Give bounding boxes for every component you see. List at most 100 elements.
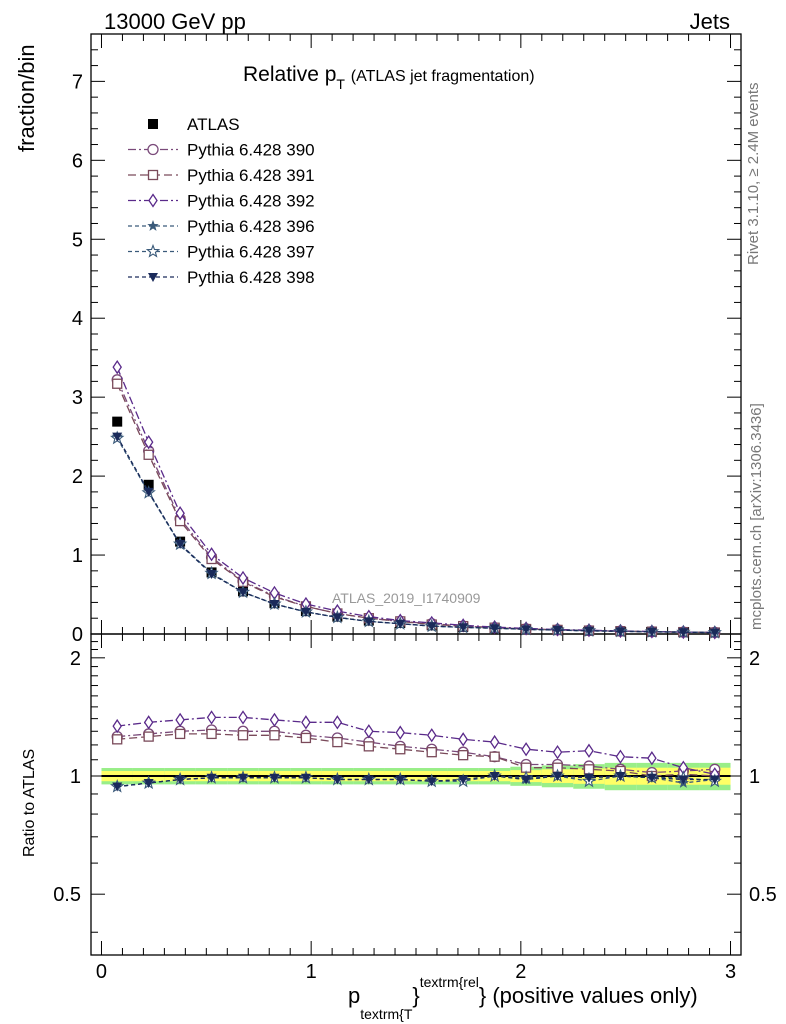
series-line bbox=[116, 436, 715, 634]
x-tick-label: 2 bbox=[515, 961, 526, 983]
data-point bbox=[364, 724, 374, 739]
y-tick-label: 7 bbox=[72, 71, 83, 93]
data-point bbox=[269, 712, 280, 728]
data-point bbox=[206, 570, 217, 579]
data-point bbox=[112, 378, 123, 389]
data-point bbox=[552, 772, 563, 782]
data-point bbox=[395, 725, 406, 740]
data-point bbox=[206, 547, 217, 562]
data-point bbox=[301, 715, 311, 730]
data-point bbox=[521, 775, 532, 785]
legend-marker bbox=[148, 193, 158, 208]
data-point bbox=[238, 570, 248, 586]
data-point bbox=[237, 730, 249, 741]
ratio-y-axis-label: Ratio to ATLAS bbox=[21, 748, 38, 857]
x-axis-label-brace: } bbox=[412, 983, 420, 1008]
y-tick-label-right: 0.5 bbox=[749, 884, 777, 906]
legend-item: Pythia 6.428 391 bbox=[128, 166, 315, 185]
legend-marker bbox=[148, 273, 158, 282]
y-tick-label: 0 bbox=[72, 624, 83, 646]
legend-label: Pythia 6.428 397 bbox=[187, 243, 315, 262]
data-point bbox=[395, 744, 406, 755]
data-point bbox=[143, 479, 154, 490]
series-line bbox=[117, 775, 715, 788]
y-tick-label: 1 bbox=[72, 545, 83, 567]
data-point bbox=[458, 623, 469, 633]
legend-item: Pythia 6.428 390 bbox=[128, 141, 315, 160]
mcplots-label: mcplots.cern.ch [arXiv:1306.3436] bbox=[748, 403, 765, 630]
series-line bbox=[117, 716, 715, 775]
data-point bbox=[332, 775, 343, 785]
data-point bbox=[143, 715, 154, 730]
y-tick-label-right: 2 bbox=[749, 648, 760, 670]
data-point bbox=[395, 619, 406, 629]
data-point bbox=[206, 773, 217, 783]
legend-marker bbox=[148, 119, 158, 129]
main-y-axis-label: fraction/bin bbox=[14, 44, 39, 152]
data-point bbox=[647, 751, 657, 766]
series-pythia-6-428-397 bbox=[110, 430, 722, 639]
y-tick-label: 0.5 bbox=[53, 884, 81, 906]
data-point bbox=[269, 773, 280, 783]
data-point bbox=[175, 775, 186, 785]
data-point bbox=[143, 487, 154, 497]
data-point bbox=[489, 734, 500, 750]
data-point bbox=[615, 772, 626, 782]
data-point bbox=[709, 775, 720, 785]
data-point bbox=[458, 775, 469, 785]
data-point bbox=[300, 732, 312, 744]
plot-title-main: Relative p bbox=[243, 63, 337, 86]
y-tick-label-right: 1 bbox=[749, 766, 760, 788]
x-axis-label-tail: } (positive values only) bbox=[478, 983, 698, 1008]
data-point bbox=[521, 625, 532, 635]
data-point bbox=[112, 734, 123, 745]
data-point bbox=[615, 749, 626, 764]
data-point bbox=[206, 710, 217, 725]
data-point bbox=[552, 745, 563, 760]
rivet-version-label: Rivet 3.1.10, ≥ 2.4M events bbox=[745, 82, 762, 266]
data-point bbox=[395, 775, 406, 785]
x-axis-label-sup: textrm{rel bbox=[419, 974, 479, 990]
data-point bbox=[363, 775, 374, 785]
data-point bbox=[615, 627, 626, 637]
legend-label: Pythia 6.428 391 bbox=[187, 166, 315, 185]
ratio-frame bbox=[90, 633, 742, 956]
analysis-watermark: ATLAS_2019_I1740909 bbox=[332, 590, 481, 606]
legend-item: ATLAS bbox=[148, 115, 240, 134]
data-point bbox=[206, 728, 217, 740]
data-point bbox=[363, 617, 374, 627]
y-tick-label: 2 bbox=[72, 466, 83, 488]
data-point bbox=[143, 449, 154, 460]
data-point bbox=[678, 775, 689, 785]
data-point bbox=[646, 627, 657, 637]
data-point bbox=[300, 607, 311, 617]
data-point bbox=[175, 712, 185, 728]
data-point bbox=[489, 772, 500, 782]
data-point bbox=[646, 773, 657, 783]
x-axis-label: ptextrm{T}textrm{rel} (positive values o… bbox=[348, 975, 698, 1021]
data-point bbox=[426, 747, 437, 758]
legend-item: Pythia 6.428 398 bbox=[128, 268, 315, 287]
y-tick-label: 2 bbox=[70, 648, 81, 670]
header-right-label: Jets bbox=[689, 9, 730, 34]
plot-title-rest: (ATLAS jet fragmentation) bbox=[350, 68, 535, 85]
data-point bbox=[584, 743, 594, 758]
legend: ATLAS Pythia 6.428 390 Pythia 6.428 391 Pyt… bbox=[128, 115, 315, 287]
data-point bbox=[175, 540, 186, 549]
legend-item: Pythia 6.428 396 bbox=[128, 217, 315, 236]
legend-item: Pythia 6.428 397 bbox=[128, 243, 315, 262]
legend-label: Pythia 6.428 396 bbox=[187, 217, 315, 236]
y-tick-label: 3 bbox=[72, 387, 83, 409]
data-point bbox=[238, 710, 248, 725]
data-point bbox=[426, 728, 437, 743]
y-tick-label: 6 bbox=[72, 150, 83, 172]
data-point bbox=[238, 773, 249, 783]
plot-title-sub: T bbox=[336, 76, 345, 92]
data-point bbox=[709, 628, 720, 638]
legend-label: ATLAS bbox=[187, 115, 240, 134]
series-line bbox=[117, 733, 715, 777]
ratio-plot-series bbox=[110, 710, 722, 793]
data-point bbox=[332, 736, 343, 748]
data-point bbox=[426, 622, 437, 632]
